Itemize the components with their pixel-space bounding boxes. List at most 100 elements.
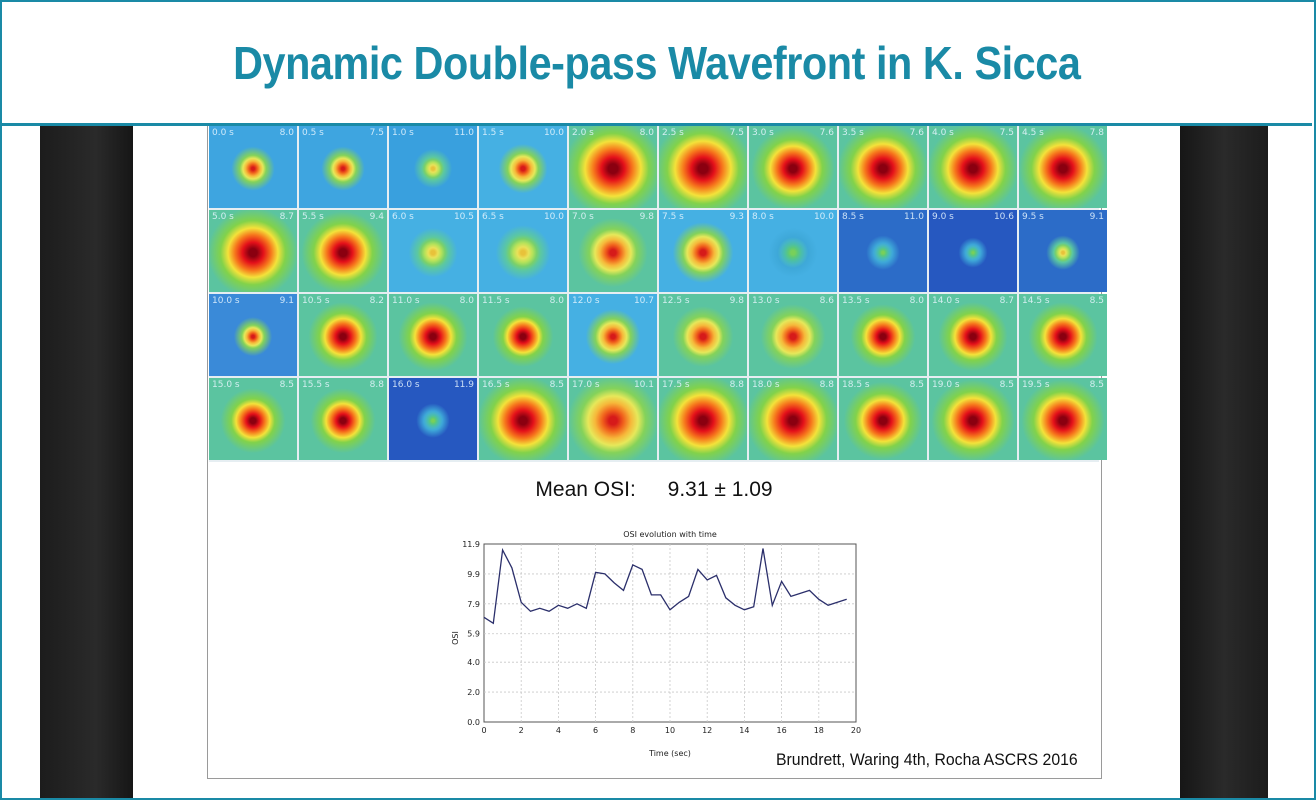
tile-time: 17.0 s <box>572 380 600 390</box>
title-bar: Dynamic Double-pass Wavefront in K. Sicc… <box>2 2 1312 126</box>
psf-tile: 8.5 s 11.0 <box>839 210 927 292</box>
tile-time: 12.0 s <box>572 296 600 306</box>
tile-time: 4.0 s <box>932 128 954 138</box>
tile-osi: 8.8 <box>729 380 744 390</box>
tile-time: 14.0 s <box>932 296 960 306</box>
x-tick-label: 12 <box>702 726 712 735</box>
psf-tile: 5.5 s 9.4 <box>299 210 387 292</box>
tile-osi: 8.5 <box>1089 296 1104 306</box>
tile-time: 18.5 s <box>842 380 870 390</box>
tile-osi: 7.6 <box>819 128 834 138</box>
psf-tile: 12.0 s 10.7 <box>569 294 657 376</box>
tile-time: 2.0 s <box>572 128 594 138</box>
x-tick-label: 6 <box>593 726 598 735</box>
psf-tile: 1.5 s 10.0 <box>479 126 567 208</box>
tile-osi: 9.8 <box>639 212 654 222</box>
tile-osi: 8.0 <box>639 128 654 138</box>
tile-osi: 8.6 <box>819 296 834 306</box>
x-tick-label: 16 <box>777 726 787 735</box>
tile-osi: 10.6 <box>993 212 1014 222</box>
tile-time: 15.5 s <box>302 380 330 390</box>
psf-tile: 0.5 s 7.5 <box>299 126 387 208</box>
tile-time: 4.5 s <box>1022 128 1044 138</box>
psf-tile: 2.5 s 7.5 <box>659 126 747 208</box>
psf-tile: 15.0 s 8.5 <box>209 378 297 460</box>
tile-time: 8.0 s <box>752 212 774 222</box>
tile-osi: 7.5 <box>999 128 1014 138</box>
tile-osi: 9.4 <box>369 212 384 222</box>
tile-osi: 10.5 <box>453 212 474 222</box>
tile-osi: 8.7 <box>279 212 294 222</box>
y-tick-label: 0.0 <box>467 718 480 727</box>
tile-time: 0.5 s <box>302 128 324 138</box>
y-tick-label: 2.0 <box>467 688 480 697</box>
x-tick-label: 14 <box>739 726 749 735</box>
tile-osi: 7.8 <box>1089 128 1104 138</box>
tile-time: 0.0 s <box>212 128 234 138</box>
chart-title: OSI evolution with time <box>623 530 717 539</box>
psf-tile: 10.0 s 9.1 <box>209 294 297 376</box>
psf-tile: 0.0 s 8.0 <box>209 126 297 208</box>
y-tick-label: 5.9 <box>467 630 480 639</box>
tile-osi: 10.0 <box>813 212 834 222</box>
tile-osi: 8.0 <box>459 296 474 306</box>
tile-osi: 8.0 <box>549 296 564 306</box>
psf-tile: 6.5 s 10.0 <box>479 210 567 292</box>
psf-tile: 4.0 s 7.5 <box>929 126 1017 208</box>
y-tick-label: 9.9 <box>467 570 480 579</box>
tile-osi: 8.5 <box>909 380 924 390</box>
tile-time: 6.5 s <box>482 212 504 222</box>
chart-ylabel: OSI <box>451 631 460 645</box>
psf-tile: 18.5 s 8.5 <box>839 378 927 460</box>
psf-tile: 16.0 s 11.9 <box>389 378 477 460</box>
y-tick-label: 11.9 <box>462 540 480 549</box>
tile-time: 3.0 s <box>752 128 774 138</box>
tile-time: 11.5 s <box>482 296 510 306</box>
tile-osi: 8.2 <box>369 296 384 306</box>
psf-tile: 6.0 s 10.5 <box>389 210 477 292</box>
tile-time: 11.0 s <box>392 296 420 306</box>
psf-tile: 14.5 s 8.5 <box>1019 294 1107 376</box>
tile-time: 19.0 s <box>932 380 960 390</box>
psf-tile: 18.0 s 8.8 <box>749 378 837 460</box>
x-tick-label: 10 <box>665 726 675 735</box>
psf-tile: 5.0 s 8.7 <box>209 210 297 292</box>
chart-xlabel: Time (sec) <box>648 749 691 758</box>
psf-image-grid: 0.0 s 8.0 0.5 s 7.5 1.0 s 11.0 1.5 s 10.0 2.0 s 8… <box>209 126 1107 462</box>
tile-osi: 8.8 <box>819 380 834 390</box>
tile-time: 14.5 s <box>1022 296 1050 306</box>
tile-osi: 10.7 <box>633 296 654 306</box>
tile-time: 1.0 s <box>392 128 414 138</box>
psf-tile: 15.5 s 8.8 <box>299 378 387 460</box>
osi-chart: OSI evolution with time 0 2 4 6 8 10 12 14 16 18 2… <box>451 530 861 758</box>
tile-time: 9.5 s <box>1022 212 1044 222</box>
tile-time: 6.0 s <box>392 212 414 222</box>
tile-osi: 7.5 <box>369 128 384 138</box>
tile-time: 15.0 s <box>212 380 240 390</box>
psf-tile: 4.5 s 7.8 <box>1019 126 1107 208</box>
psf-tile: 1.0 s 11.0 <box>389 126 477 208</box>
tile-time: 2.5 s <box>662 128 684 138</box>
psf-tile: 3.5 s 7.6 <box>839 126 927 208</box>
tile-time: 5.0 s <box>212 212 234 222</box>
psf-tile: 17.5 s 8.8 <box>659 378 747 460</box>
x-tick-label: 2 <box>519 726 524 735</box>
x-tick-label: 18 <box>814 726 824 735</box>
psf-tile: 17.0 s 10.1 <box>569 378 657 460</box>
tile-time: 10.5 s <box>302 296 330 306</box>
y-tick-label: 4.0 <box>467 658 480 667</box>
psf-tile: 9.5 s 9.1 <box>1019 210 1107 292</box>
psf-tile: 11.0 s 8.0 <box>389 294 477 376</box>
tile-osi: 8.0 <box>279 128 294 138</box>
tile-time: 9.0 s <box>932 212 954 222</box>
tile-time: 17.5 s <box>662 380 690 390</box>
tile-osi: 8.0 <box>909 296 924 306</box>
tile-osi: 9.8 <box>729 296 744 306</box>
mean-osi-value: 9.31 ± 1.09 <box>667 478 773 501</box>
tile-time: 10.0 s <box>212 296 240 306</box>
psf-tile: 3.0 s 7.6 <box>749 126 837 208</box>
tile-osi: 9.3 <box>729 212 744 222</box>
x-tick-label: 0 <box>481 726 486 735</box>
tile-time: 1.5 s <box>482 128 504 138</box>
